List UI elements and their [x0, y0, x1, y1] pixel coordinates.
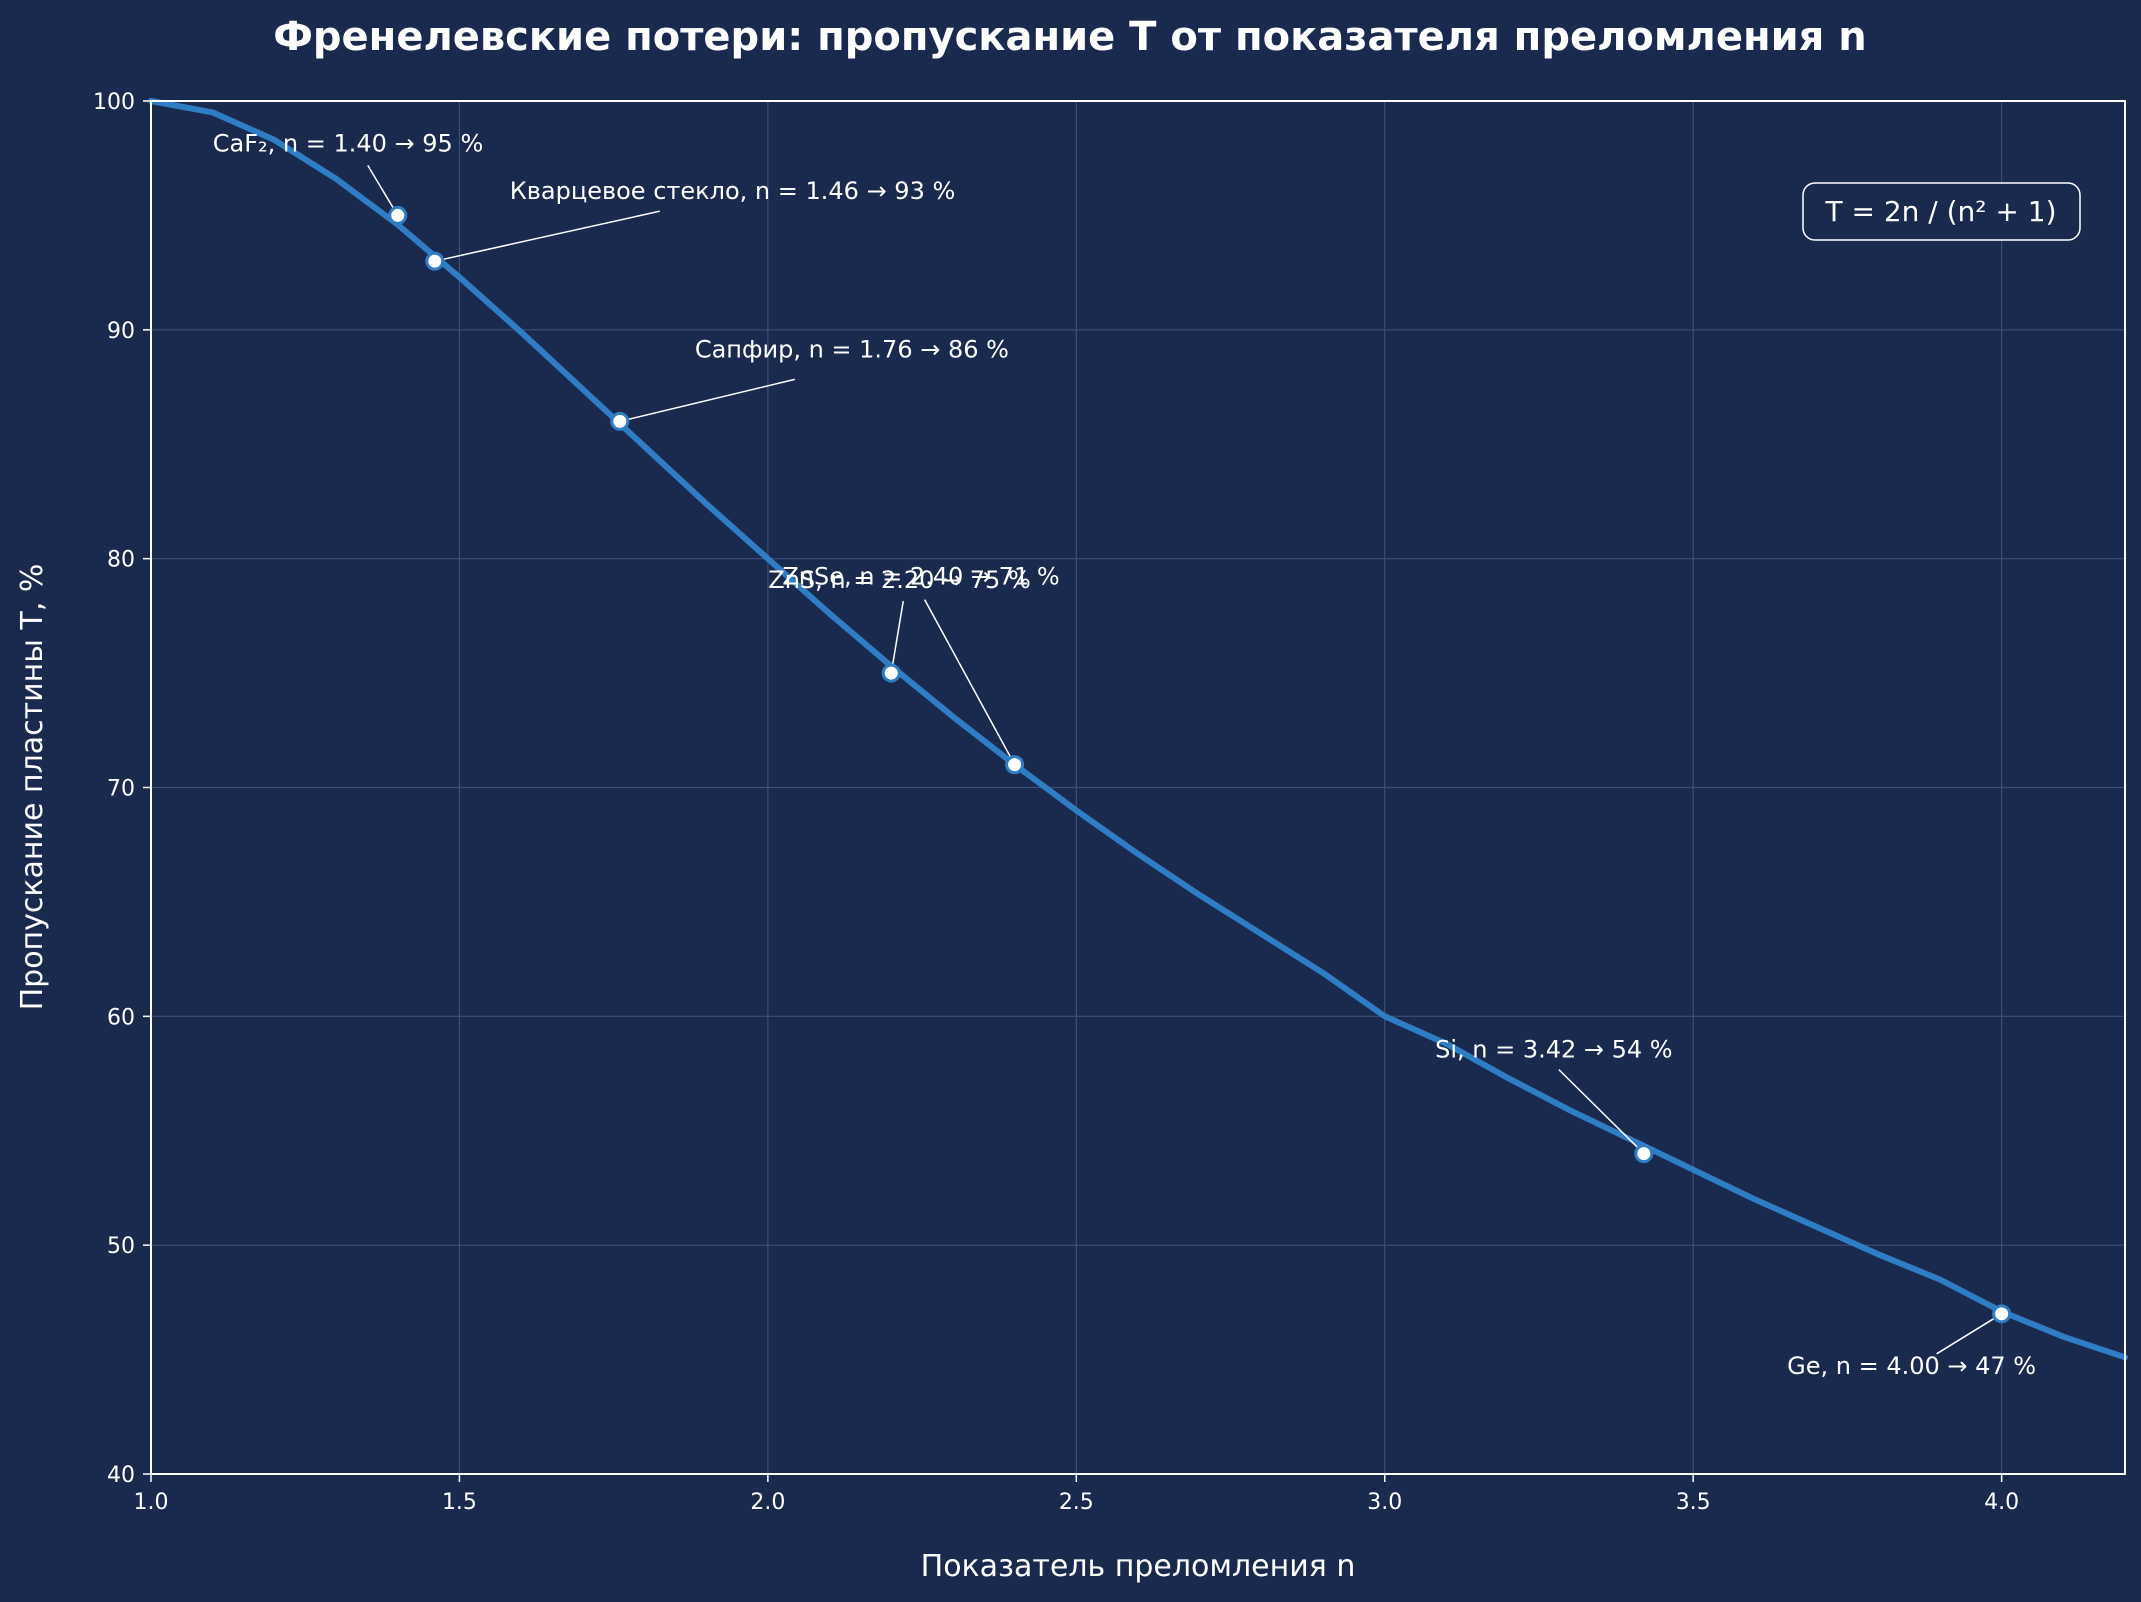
annotation-label: Ge, n = 4.00 → 47 %	[1787, 1352, 2036, 1380]
curve-layer	[148, 98, 2128, 1361]
annotations: CaF₂, n = 1.40 → 95 % Кварцевое стекло, n…	[213, 129, 2036, 1379]
annotation-label: CaF₂, n = 1.40 → 95 %	[213, 129, 484, 157]
formula-box: T = 2n / (n² + 1)	[1802, 182, 2081, 241]
x-tick-label: 1.5	[442, 1490, 477, 1515]
x-tick-label: 3.0	[1367, 1490, 1402, 1515]
x-tick-label: 4.0	[1984, 1490, 2019, 1515]
annotation-label: Сапфир, n = 1.76 → 86 %	[695, 335, 1009, 363]
material-point	[1992, 1304, 2012, 1324]
material-point	[1005, 755, 1025, 775]
annotation-label: Si, n = 3.42 → 54 %	[1435, 1036, 1673, 1064]
y-tick-label: 90	[107, 319, 135, 344]
material-point	[388, 205, 408, 225]
y-tick-label: 40	[107, 1463, 135, 1488]
annotation-label: Кварцевое стекло, n = 1.46 → 93 %	[510, 177, 956, 205]
annotation-leader	[890, 600, 904, 674]
annotation-leader	[619, 378, 796, 423]
y-tick-label: 70	[107, 777, 135, 802]
x-axis-label: Показатель преломления n	[921, 1549, 1356, 1584]
ticks: 1.0 1.5 2.0 2.5 3.0 3.5 4.0 40 50 60 70 80 90 100	[93, 90, 2019, 1515]
annotation-label: ZnSe, n = 2.40 → 71 %	[782, 563, 1059, 591]
formula-text: T = 2n / (n² + 1)	[1824, 195, 2056, 228]
x-tick-label: 1.0	[134, 1490, 169, 1515]
annotation-leader	[367, 165, 399, 216]
annotation-leader	[1558, 1069, 1645, 1155]
annotation-label: ZnS, n = 2.20 → 75 %	[768, 566, 1031, 594]
y-tick-label: 80	[107, 548, 135, 573]
annotation-leader	[434, 210, 660, 262]
material-point	[425, 251, 445, 271]
x-tick-label: 2.5	[1059, 1490, 1094, 1515]
material-point	[1634, 1144, 1654, 1164]
transmission-curve	[148, 98, 2128, 1361]
chart-title: Френелевские потери: пропускание T от по…	[273, 14, 1866, 60]
y-axis-label: Пропускание пластины T, %	[15, 564, 50, 1011]
y-tick-label: 50	[107, 1234, 135, 1259]
annotation-leader	[1936, 1313, 2003, 1355]
x-tick-label: 2.0	[750, 1490, 785, 1515]
annotation-leader	[923, 599, 1016, 765]
points-layer	[388, 205, 2012, 1324]
material-point	[881, 663, 901, 683]
y-tick-label: 60	[107, 1005, 135, 1030]
y-tick-label: 100	[93, 90, 135, 115]
x-tick-label: 3.5	[1676, 1490, 1711, 1515]
material-point	[610, 411, 630, 431]
